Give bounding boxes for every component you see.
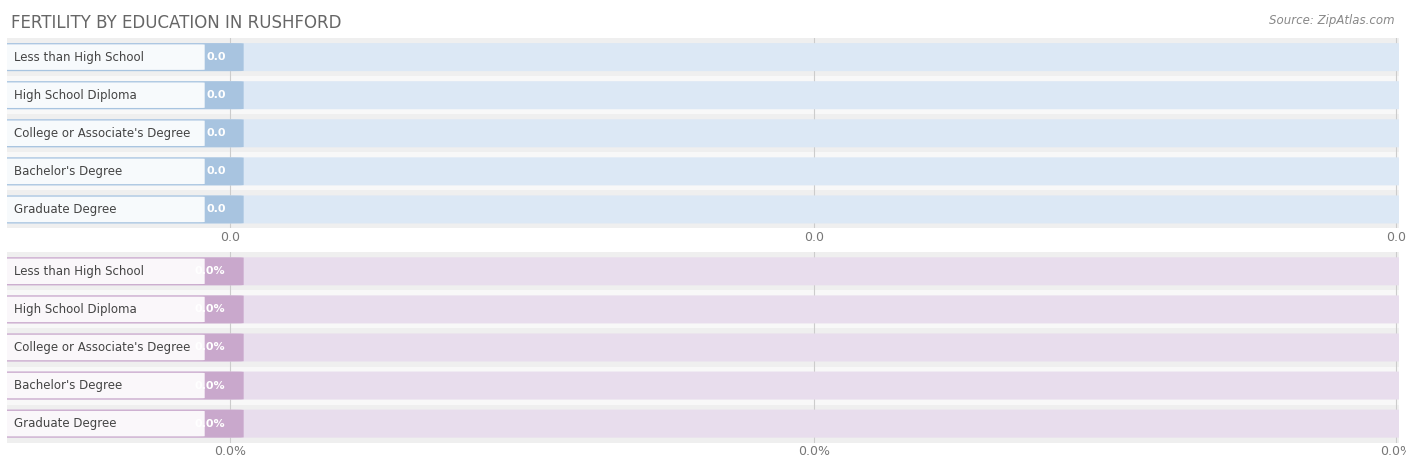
FancyBboxPatch shape bbox=[0, 158, 243, 185]
FancyBboxPatch shape bbox=[0, 196, 243, 223]
Text: 0.0%: 0.0% bbox=[195, 266, 225, 277]
FancyBboxPatch shape bbox=[0, 296, 243, 323]
FancyBboxPatch shape bbox=[0, 119, 243, 147]
Text: 0.0%: 0.0% bbox=[195, 380, 225, 391]
FancyBboxPatch shape bbox=[0, 410, 1406, 437]
FancyBboxPatch shape bbox=[3, 297, 205, 322]
FancyBboxPatch shape bbox=[0, 158, 1406, 185]
Text: 0.0: 0.0 bbox=[207, 166, 225, 177]
FancyBboxPatch shape bbox=[0, 81, 243, 109]
Bar bbox=[7, 76, 1399, 114]
Text: Source: ZipAtlas.com: Source: ZipAtlas.com bbox=[1270, 14, 1395, 27]
Bar bbox=[7, 367, 1399, 405]
Bar bbox=[7, 114, 1399, 152]
FancyBboxPatch shape bbox=[3, 159, 205, 184]
FancyBboxPatch shape bbox=[3, 82, 205, 108]
Text: 0.0: 0.0 bbox=[207, 52, 225, 62]
FancyBboxPatch shape bbox=[0, 196, 1406, 223]
FancyBboxPatch shape bbox=[0, 258, 1406, 285]
FancyBboxPatch shape bbox=[0, 119, 1406, 147]
FancyBboxPatch shape bbox=[0, 334, 1406, 361]
Text: 0.0%: 0.0% bbox=[195, 342, 225, 353]
Text: Bachelor's Degree: Bachelor's Degree bbox=[14, 165, 122, 178]
FancyBboxPatch shape bbox=[3, 411, 205, 436]
Text: 0.0%: 0.0% bbox=[195, 418, 225, 429]
Text: 0.0: 0.0 bbox=[207, 204, 225, 215]
FancyBboxPatch shape bbox=[0, 334, 243, 361]
Bar bbox=[7, 152, 1399, 190]
FancyBboxPatch shape bbox=[3, 335, 205, 360]
Text: 0.0: 0.0 bbox=[207, 128, 225, 139]
FancyBboxPatch shape bbox=[0, 43, 243, 71]
FancyBboxPatch shape bbox=[0, 258, 243, 285]
Text: Less than High School: Less than High School bbox=[14, 265, 143, 278]
Text: High School Diploma: High School Diploma bbox=[14, 89, 136, 102]
FancyBboxPatch shape bbox=[0, 372, 1406, 399]
FancyBboxPatch shape bbox=[0, 410, 243, 437]
FancyBboxPatch shape bbox=[0, 43, 1406, 71]
Bar bbox=[7, 252, 1399, 290]
FancyBboxPatch shape bbox=[3, 373, 205, 398]
FancyBboxPatch shape bbox=[3, 258, 205, 284]
Text: High School Diploma: High School Diploma bbox=[14, 303, 136, 316]
FancyBboxPatch shape bbox=[0, 372, 243, 399]
Bar bbox=[7, 290, 1399, 328]
Bar bbox=[7, 190, 1399, 228]
FancyBboxPatch shape bbox=[3, 120, 205, 146]
Text: FERTILITY BY EDUCATION IN RUSHFORD: FERTILITY BY EDUCATION IN RUSHFORD bbox=[11, 14, 342, 32]
Text: Graduate Degree: Graduate Degree bbox=[14, 203, 117, 216]
FancyBboxPatch shape bbox=[0, 296, 1406, 323]
Text: Less than High School: Less than High School bbox=[14, 50, 143, 64]
Text: 0.0%: 0.0% bbox=[195, 304, 225, 315]
Bar bbox=[7, 38, 1399, 76]
FancyBboxPatch shape bbox=[3, 197, 205, 222]
Bar bbox=[7, 328, 1399, 367]
FancyBboxPatch shape bbox=[3, 44, 205, 70]
Text: College or Associate's Degree: College or Associate's Degree bbox=[14, 127, 190, 140]
Bar bbox=[7, 405, 1399, 443]
Text: 0.0: 0.0 bbox=[207, 90, 225, 100]
FancyBboxPatch shape bbox=[0, 81, 1406, 109]
Text: Graduate Degree: Graduate Degree bbox=[14, 417, 117, 430]
Text: College or Associate's Degree: College or Associate's Degree bbox=[14, 341, 190, 354]
Text: Bachelor's Degree: Bachelor's Degree bbox=[14, 379, 122, 392]
